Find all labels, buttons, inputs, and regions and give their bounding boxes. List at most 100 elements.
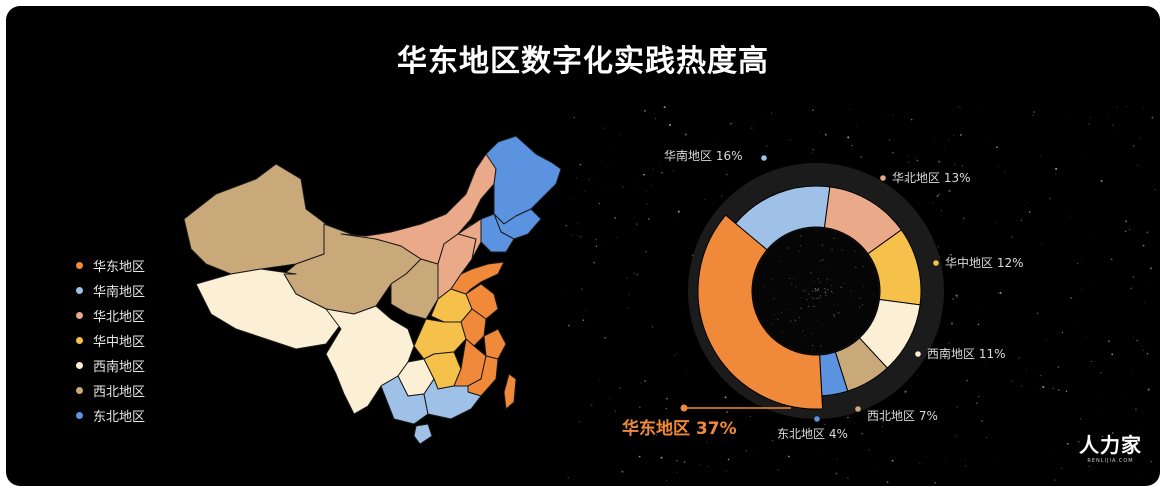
star — [1057, 366, 1060, 368]
star — [981, 309, 982, 311]
globe-dot — [798, 317, 801, 319]
globe-dot — [826, 278, 828, 280]
globe-dot — [819, 296, 821, 298]
star — [777, 469, 779, 471]
star — [633, 272, 635, 274]
star — [1130, 287, 1133, 290]
star — [635, 426, 638, 429]
legend-swatch — [76, 262, 83, 269]
star — [977, 415, 979, 417]
globe-dot — [800, 307, 802, 309]
star — [1028, 211, 1031, 213]
star — [888, 139, 891, 141]
star — [665, 397, 668, 400]
star — [579, 421, 581, 423]
star — [1090, 282, 1092, 284]
star — [633, 189, 635, 191]
star — [1126, 106, 1127, 108]
star — [938, 160, 941, 163]
star — [1057, 389, 1060, 391]
star — [1088, 123, 1090, 125]
slice-label-highlight: 华东地区 37% — [622, 418, 737, 439]
globe-dot — [819, 294, 822, 296]
star — [659, 162, 661, 164]
globe-dot — [817, 289, 819, 291]
star — [1142, 479, 1143, 481]
star — [577, 234, 578, 236]
star — [613, 160, 615, 161]
globe-dot — [819, 260, 821, 262]
globe-dot — [831, 248, 833, 251]
star — [956, 406, 959, 408]
star — [812, 109, 814, 112]
globe-dot — [840, 286, 842, 288]
star — [899, 174, 902, 177]
globe-dot — [815, 289, 817, 291]
star — [996, 146, 998, 149]
star — [960, 134, 962, 136]
star — [834, 436, 836, 439]
star — [1035, 368, 1036, 370]
star — [934, 481, 937, 484]
globe-dot — [814, 288, 817, 290]
star — [1072, 412, 1074, 413]
star — [1032, 157, 1033, 159]
star — [1150, 460, 1152, 463]
star — [1102, 391, 1103, 393]
star — [945, 462, 946, 464]
star — [915, 156, 917, 158]
star — [953, 134, 955, 136]
map-region-east — [503, 373, 517, 410]
star — [1100, 371, 1103, 374]
globe-dot — [764, 285, 766, 288]
star — [676, 459, 678, 462]
globe-dot — [859, 306, 861, 308]
star — [1039, 374, 1042, 377]
star — [956, 296, 959, 298]
star — [604, 336, 607, 339]
globe-dot — [799, 245, 801, 247]
star — [665, 407, 668, 410]
globe-dot — [805, 289, 807, 291]
star — [1024, 205, 1025, 206]
star — [1020, 219, 1023, 222]
star — [1042, 385, 1045, 389]
star — [636, 273, 639, 276]
star — [904, 390, 907, 393]
globe-dot — [813, 305, 815, 307]
star — [961, 165, 964, 167]
legend-label: 华南地区 — [93, 285, 146, 300]
globe-dot — [806, 298, 808, 301]
globe-dot — [850, 290, 852, 292]
star — [1045, 338, 1048, 341]
globe-dot — [819, 281, 821, 284]
star — [1140, 173, 1142, 174]
globe-dot — [823, 269, 825, 272]
star — [857, 125, 858, 127]
star — [1134, 408, 1137, 411]
star — [1132, 336, 1134, 338]
star — [1151, 116, 1154, 119]
star — [725, 173, 728, 176]
star — [988, 348, 990, 350]
legend-label: 西南地区 — [93, 360, 146, 375]
star — [665, 119, 666, 121]
star — [1125, 220, 1128, 223]
globe-dot — [803, 290, 805, 292]
star — [771, 439, 774, 442]
star — [565, 224, 568, 227]
star — [599, 380, 601, 381]
slice-label-dot — [933, 260, 939, 266]
star — [1032, 114, 1034, 116]
star — [1143, 107, 1144, 109]
map-region-south — [423, 378, 482, 420]
globe-dot — [872, 293, 874, 295]
star — [760, 116, 762, 117]
star — [567, 477, 569, 479]
star — [1101, 435, 1104, 438]
star — [738, 152, 740, 154]
slice-label: 华北地区 13% — [892, 171, 971, 185]
star — [640, 381, 643, 384]
star — [1027, 201, 1029, 203]
globe-dot — [833, 315, 836, 317]
